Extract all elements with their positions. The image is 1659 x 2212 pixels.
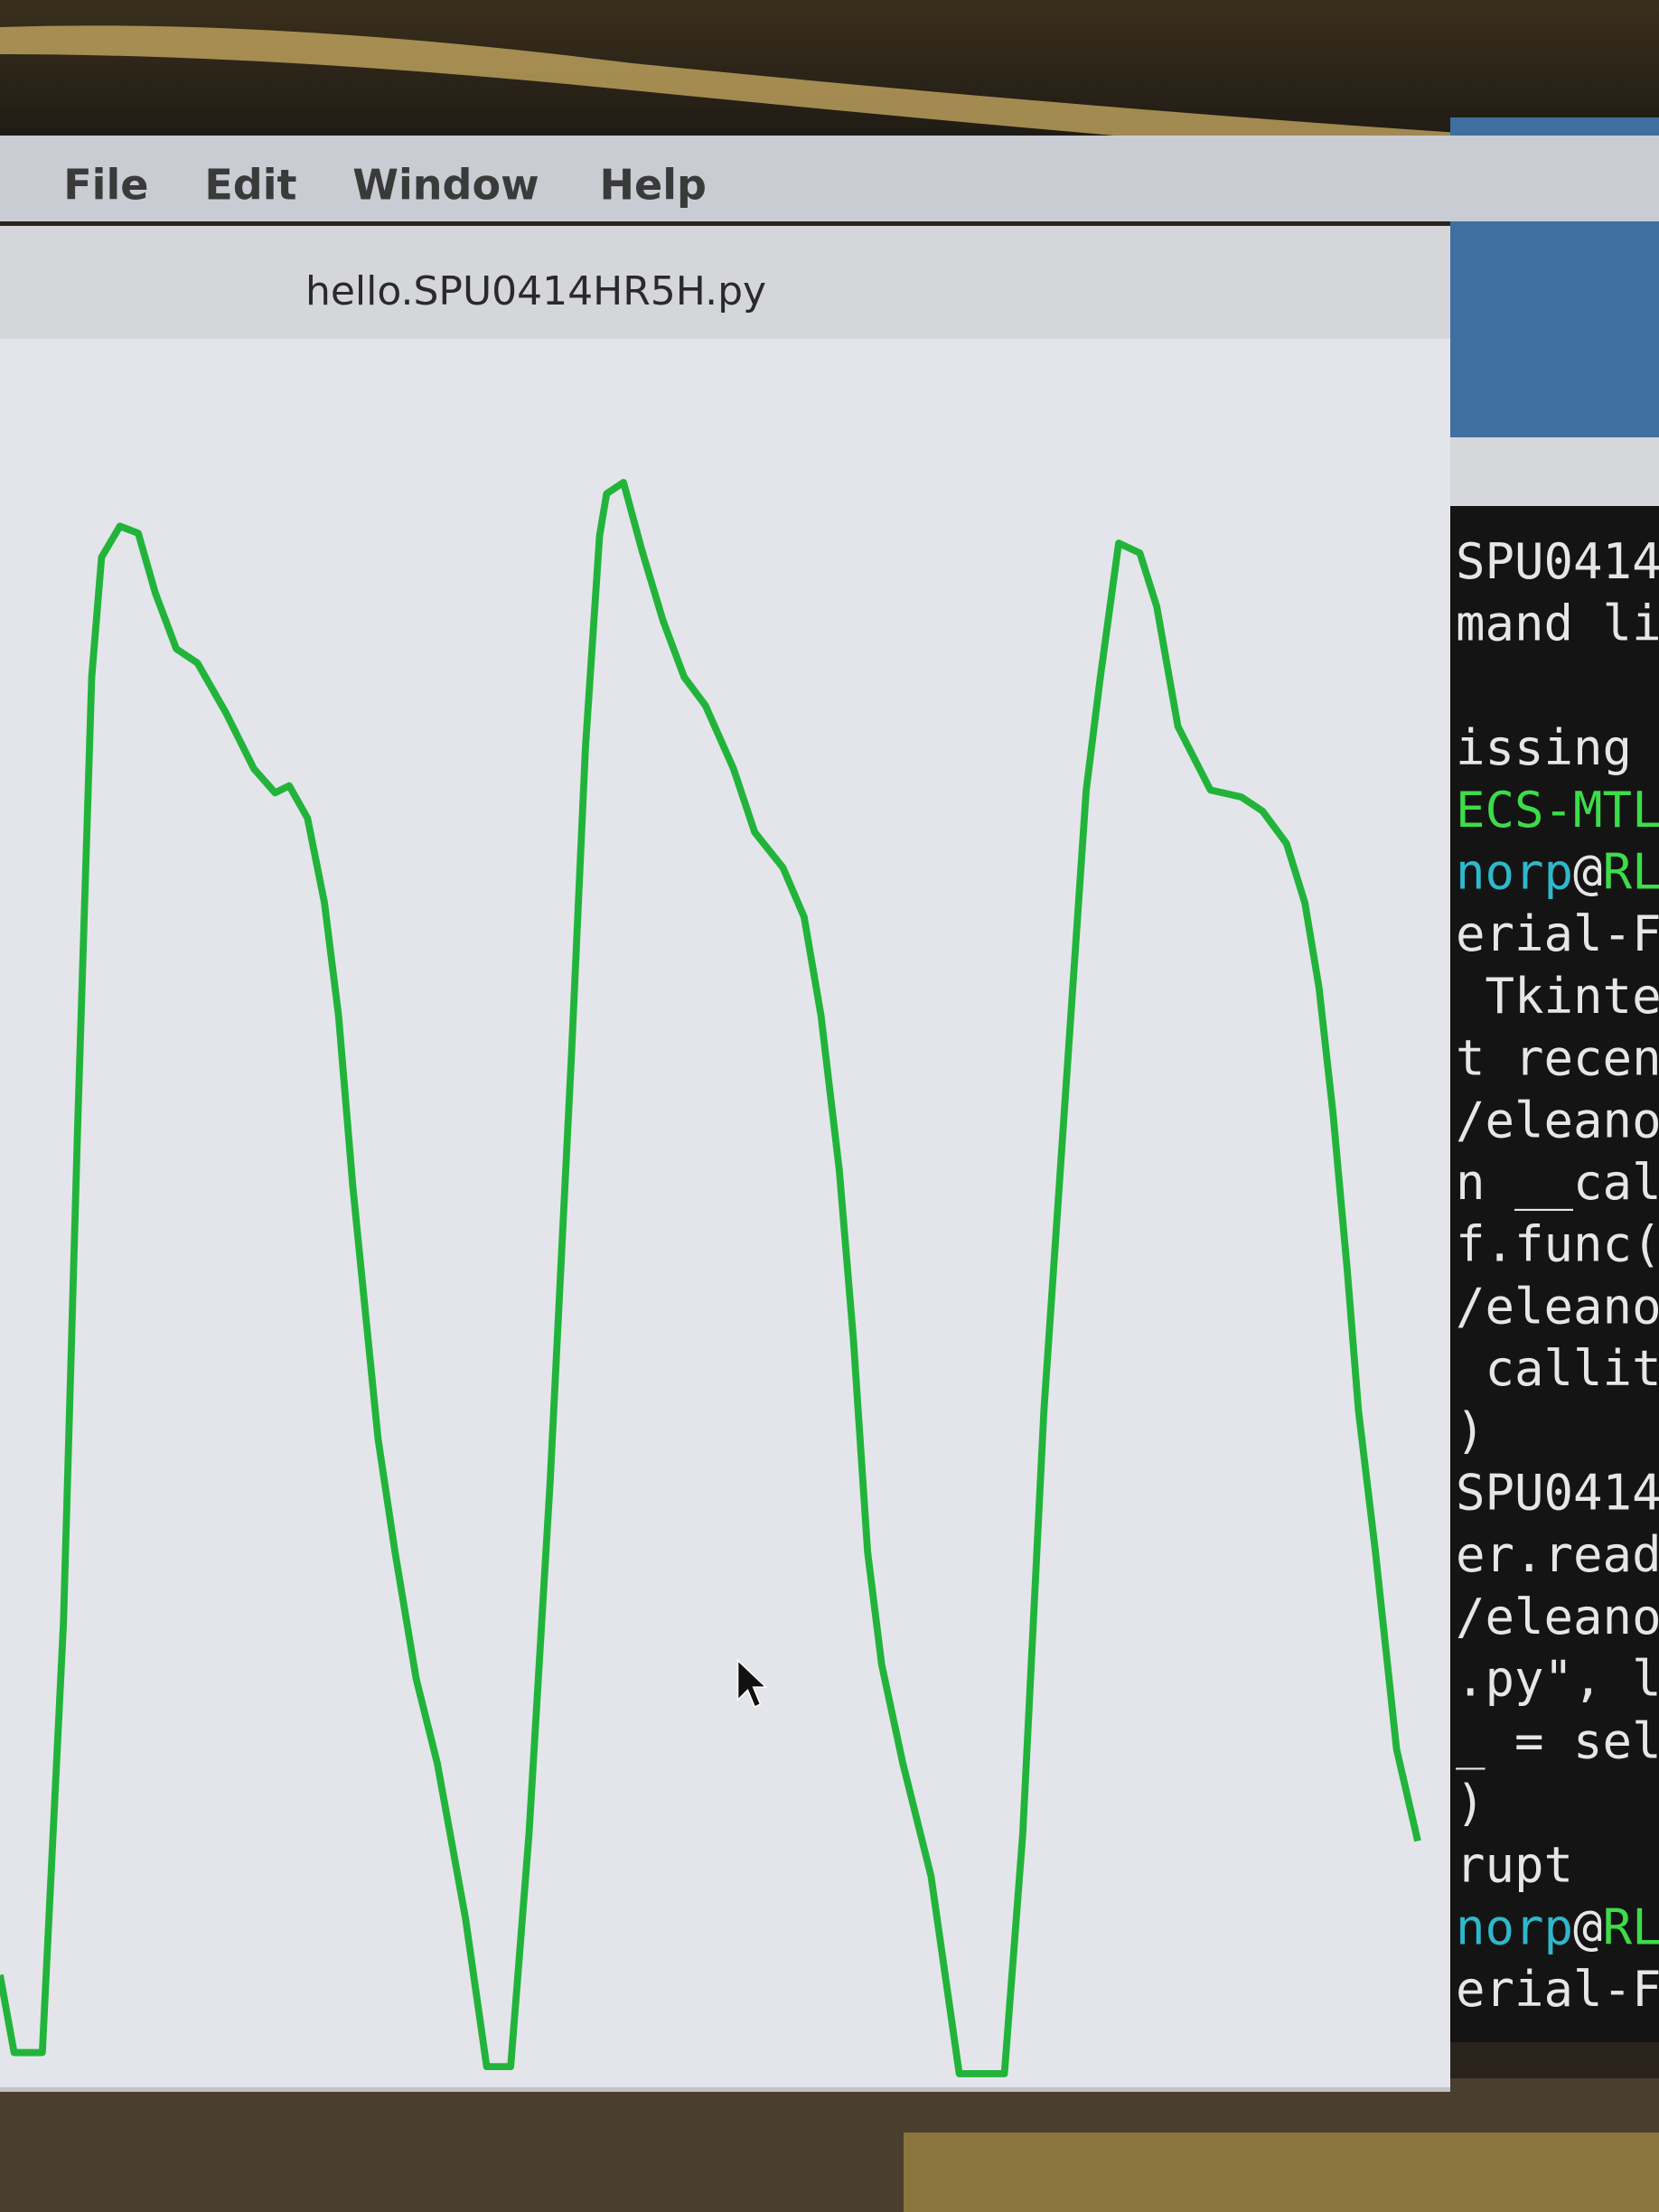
signal-line (0, 479, 1421, 2077)
terminal-text-segment: ) (1456, 1402, 1486, 1459)
terminal-line: ECS-MTL- (1456, 782, 1659, 839)
canvas (0, 339, 1450, 2087)
terminal-line: rupt (1456, 1837, 1573, 1894)
terminal-line: /eleanor (1456, 1589, 1659, 1645)
terminal-line: norp@RLE (1456, 844, 1659, 901)
menu: File Edit Window Help (63, 161, 707, 210)
terminal-line: Tkinter (1456, 968, 1659, 1025)
terminal-text-segment: rupt (1456, 1837, 1573, 1894)
terminal-title-bar (1450, 437, 1659, 506)
terminal-text-segment: _ = sele (1456, 1712, 1659, 1769)
desk-texture (904, 2132, 1659, 2212)
terminal-line: f.func(* (1456, 1216, 1659, 1273)
terminal-line: issing p (1456, 719, 1659, 776)
terminal-text-segment: Tkinter (1456, 968, 1659, 1025)
terminal-text-segment: RLE (1603, 1898, 1659, 1955)
terminal-text-segment: @ (1573, 844, 1603, 901)
glare (0, 25, 1500, 168)
window-title: hello.SPU0414HR5H.py (305, 268, 766, 314)
terminal-text: SPU0414Hmand linissing pECS-MTL-norp@RLE… (1456, 533, 1659, 2018)
terminal (1450, 506, 1659, 2042)
terminal-text-segment: RLE (1603, 844, 1659, 901)
terminal-line: er.read( (1456, 1526, 1659, 1583)
terminal-line: ) (1456, 1402, 1486, 1459)
terminal-text-segment: callit (1456, 1340, 1659, 1397)
terminal-line: /eleanor (1456, 1092, 1659, 1148)
terminal-text-segment: norp (1456, 1898, 1573, 1955)
terminal-text-segment: ) (1456, 1775, 1486, 1832)
terminal-text-segment: ECS-MTL- (1456, 782, 1659, 839)
terminal-text-segment: t recent (1456, 1030, 1659, 1087)
terminal-line: _ = sele (1456, 1712, 1659, 1769)
terminal-text-segment: mand lin (1456, 595, 1659, 652)
terminal-line: SPU0414H (1456, 1465, 1659, 1522)
terminal-line: mand lin (1456, 595, 1659, 652)
terminal-text-segment: /eleanor (1456, 1589, 1659, 1645)
terminal-line: erial-FT9 (1456, 1961, 1659, 2018)
terminal-text-segment: issing p (1456, 719, 1659, 776)
terminal-line: ) (1456, 1775, 1486, 1832)
terminal-text-segment: f.func(* (1456, 1216, 1659, 1273)
terminal-line: t recent (1456, 1030, 1659, 1087)
menu-bar (0, 136, 1659, 221)
background (0, 0, 1659, 145)
terminal-line: norp@RLE (1456, 1898, 1659, 1955)
terminal-text-segment: .py", li (1456, 1651, 1659, 1708)
terminal-text-segment: SPU0414H (1456, 533, 1659, 590)
terminal-text-segment: SPU0414H (1456, 1465, 1659, 1522)
window-title-bar (0, 226, 1450, 339)
terminal-text-segment: norp (1456, 844, 1573, 901)
menu-item[interactable]: Help (600, 161, 707, 210)
terminal-line: /eleanor (1456, 1278, 1659, 1335)
mouse-cursor (736, 1658, 768, 1709)
terminal-line: .py", li (1456, 1651, 1659, 1708)
menu-item[interactable]: File (63, 161, 148, 210)
terminal-text-segment: n __call (1456, 1154, 1659, 1211)
waveform (0, 479, 1421, 2077)
terminal-text-segment: /eleanor (1456, 1278, 1659, 1335)
terminal-text-segment: erial-FT9 (1456, 905, 1659, 962)
terminal-text-segment: @ (1573, 1898, 1603, 1955)
terminal-text-segment: erial-FT9 (1456, 1961, 1659, 2018)
terminal-line: n __call (1456, 1154, 1659, 1211)
menu-item[interactable]: Edit (204, 161, 296, 210)
terminal-line: callit (1456, 1340, 1659, 1397)
terminal-text-segment: er.read( (1456, 1526, 1659, 1583)
menu-item[interactable]: Window (352, 161, 539, 210)
terminal-line: erial-FT9 (1456, 905, 1659, 962)
terminal-text-segment: /eleanor (1456, 1092, 1659, 1148)
terminal-line: SPU0414H (1456, 533, 1659, 590)
